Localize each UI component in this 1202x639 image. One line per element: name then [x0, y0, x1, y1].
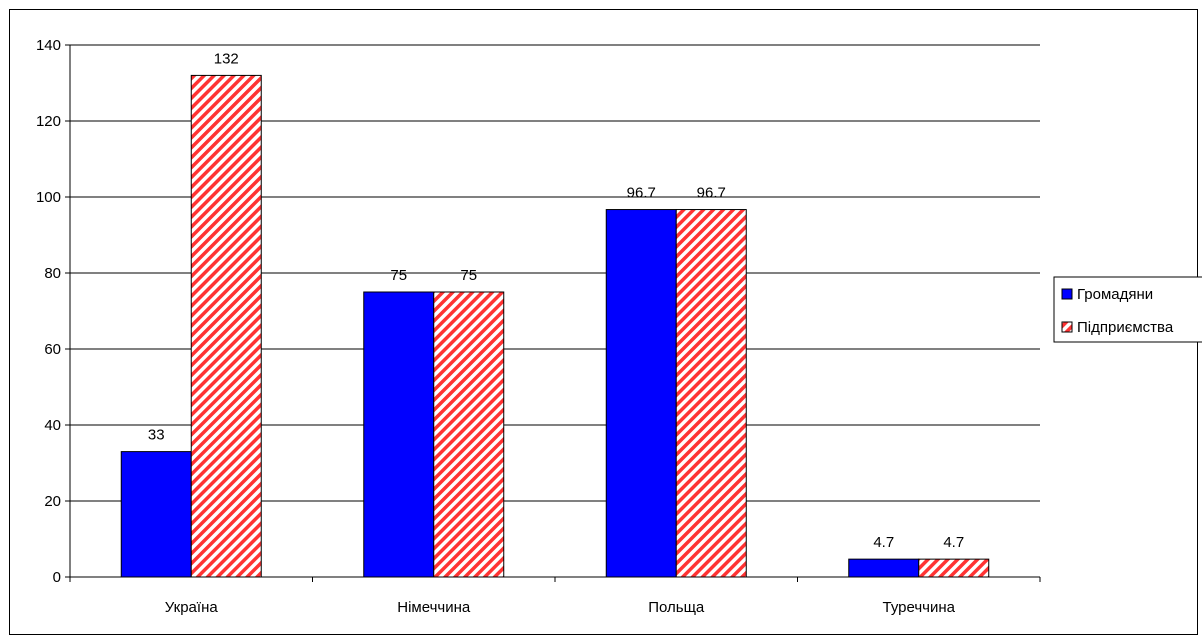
bar-pidpryiemstva-0	[191, 75, 261, 577]
x-category-label: Польща	[648, 599, 705, 616]
data-label: 75	[460, 267, 477, 284]
bar-hromadiany-0	[121, 452, 191, 577]
data-label: 33	[148, 427, 165, 444]
bar-pidpryiemstva-3	[919, 559, 989, 577]
data-label: 96.7	[627, 185, 656, 202]
bar-hromadiany-3	[849, 559, 919, 577]
x-category-labels: Україна Німеччина Польща Туреччина	[165, 599, 956, 616]
data-label: 96.7	[697, 185, 726, 202]
data-label: 75	[390, 267, 407, 284]
y-tick-label: 100	[36, 189, 61, 206]
data-labels: 33 132 75 75 96.7 96.7 4.7 4.7	[148, 50, 964, 551]
y-tick-label: 0	[53, 569, 61, 586]
data-label: 4.7	[943, 534, 964, 551]
y-tick-label: 60	[44, 341, 61, 358]
legend: Громадяни Підприємства	[1054, 277, 1202, 342]
y-tick-label: 20	[44, 493, 61, 510]
y-tick-label: 120	[36, 113, 61, 130]
x-category-label: Туреччина	[883, 599, 956, 616]
y-tick-labels: 0 20 40 60 80 100 120 140	[36, 37, 61, 586]
legend-swatch-1	[1062, 322, 1072, 332]
x-category-label: Україна	[165, 599, 219, 616]
y-tick-label: 140	[36, 37, 61, 54]
legend-swatch-0	[1062, 289, 1072, 299]
data-label: 4.7	[873, 534, 894, 551]
legend-label-1: Підприємства	[1077, 319, 1174, 336]
bar-pidpryiemstva-2	[676, 210, 746, 577]
data-label: 132	[214, 50, 239, 67]
legend-label-0: Громадяни	[1077, 286, 1153, 303]
bar-hromadiany-2	[606, 210, 676, 577]
x-category-label: Німеччина	[397, 599, 471, 616]
bar-hromadiany-1	[364, 292, 434, 577]
bar-pidpryiemstva-1	[434, 292, 504, 577]
y-tick-label: 80	[44, 265, 61, 282]
y-tick-label: 40	[44, 417, 61, 434]
bars	[121, 75, 989, 577]
